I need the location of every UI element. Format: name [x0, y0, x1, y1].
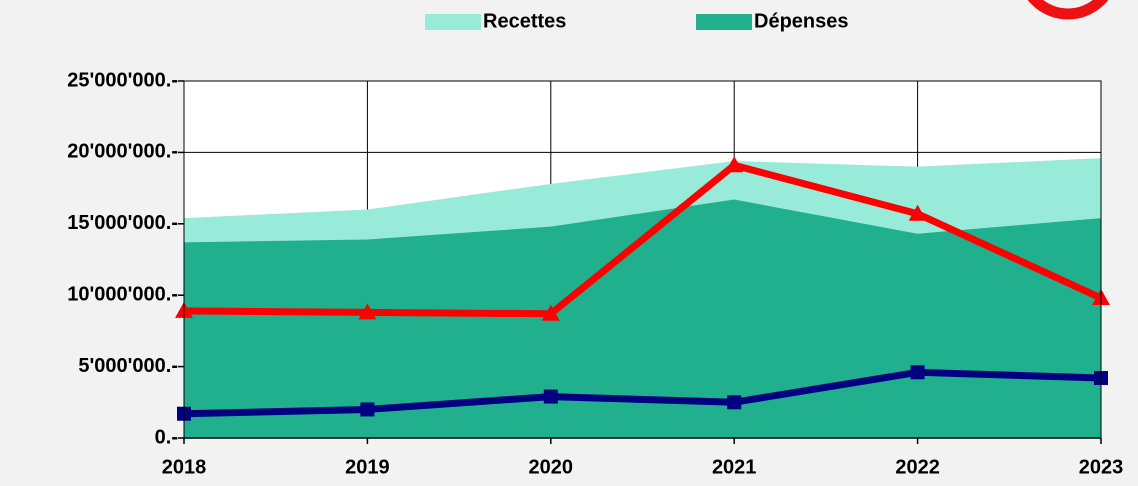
x-tick-label: 2019 [345, 456, 390, 478]
marker-square [360, 402, 375, 417]
x-tick-label: 2018 [162, 456, 207, 478]
y-tick-label: 20'000'000.- [67, 141, 178, 163]
y-tick-label: 15'000'000.- [67, 212, 178, 234]
x-tick-label: 2021 [712, 456, 757, 478]
legend-swatch [425, 14, 481, 30]
y-tick-label: 5'000'000.- [78, 355, 178, 377]
marker-triangle [358, 303, 377, 320]
legend-swatch [696, 14, 752, 30]
x-tick-label: 2020 [529, 456, 574, 478]
marker-triangle [541, 304, 560, 321]
y-tick-label: 10'000'000.- [67, 283, 178, 305]
marker-triangle [908, 204, 927, 221]
line [183, 368, 1102, 418]
marker-square [727, 395, 742, 410]
line [183, 161, 1103, 318]
y-tick-label: 25'000'000.- [67, 69, 178, 91]
marker-square [910, 365, 925, 380]
marker-triangle [725, 156, 744, 173]
y-tick-label: 0.- [155, 426, 178, 448]
legend-label: Dépenses [754, 10, 849, 32]
logo-ring [1027, 0, 1109, 20]
legend-label: Recettes [483, 10, 566, 32]
marker-square [543, 389, 558, 404]
x-tick-label: 2023 [1079, 456, 1124, 478]
x-tick-label: 2022 [895, 456, 940, 478]
axes: 0.- 5'000'000.- 10'000'000.- 15'000'000.- 20… [67, 69, 1123, 478]
